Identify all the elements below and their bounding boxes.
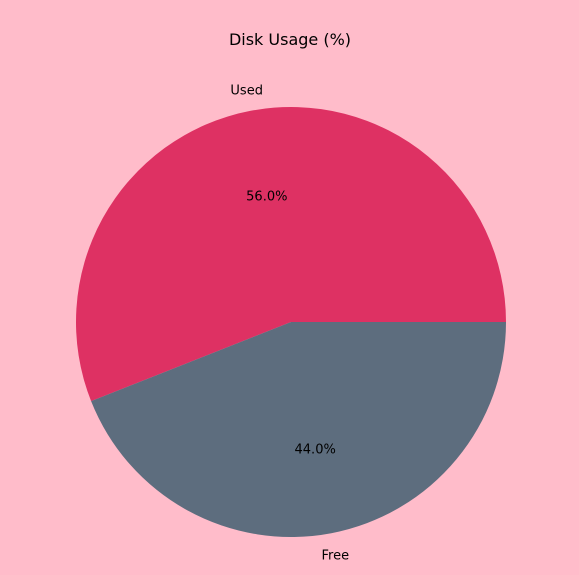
pie-labels: Used 56.0% Free 44.0% [230, 84, 349, 564]
slice-pct-used: 56.0% [246, 189, 287, 204]
slice-label-used: Used [230, 84, 263, 99]
slice-label-free: Free [322, 548, 350, 563]
pie-slice-free [91, 322, 506, 537]
pie-slice-used [76, 107, 507, 402]
slice-pct-free: 44.0% [295, 443, 336, 458]
pie-slices [76, 107, 507, 537]
chart-title: Disk Usage (%) [229, 30, 351, 49]
